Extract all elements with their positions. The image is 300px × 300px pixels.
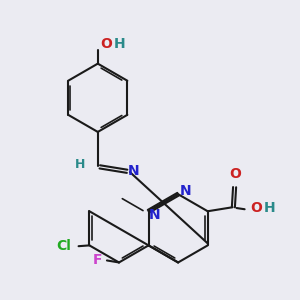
Text: O: O <box>230 167 241 181</box>
Text: N: N <box>149 208 161 222</box>
Text: H: H <box>74 158 85 171</box>
Text: F: F <box>93 254 102 268</box>
Text: Cl: Cl <box>57 239 71 253</box>
Text: H: H <box>264 201 276 215</box>
Text: N: N <box>179 184 191 198</box>
Text: O: O <box>101 38 112 51</box>
Text: O: O <box>250 201 262 215</box>
Text: N: N <box>128 164 140 178</box>
Text: H: H <box>114 38 126 51</box>
